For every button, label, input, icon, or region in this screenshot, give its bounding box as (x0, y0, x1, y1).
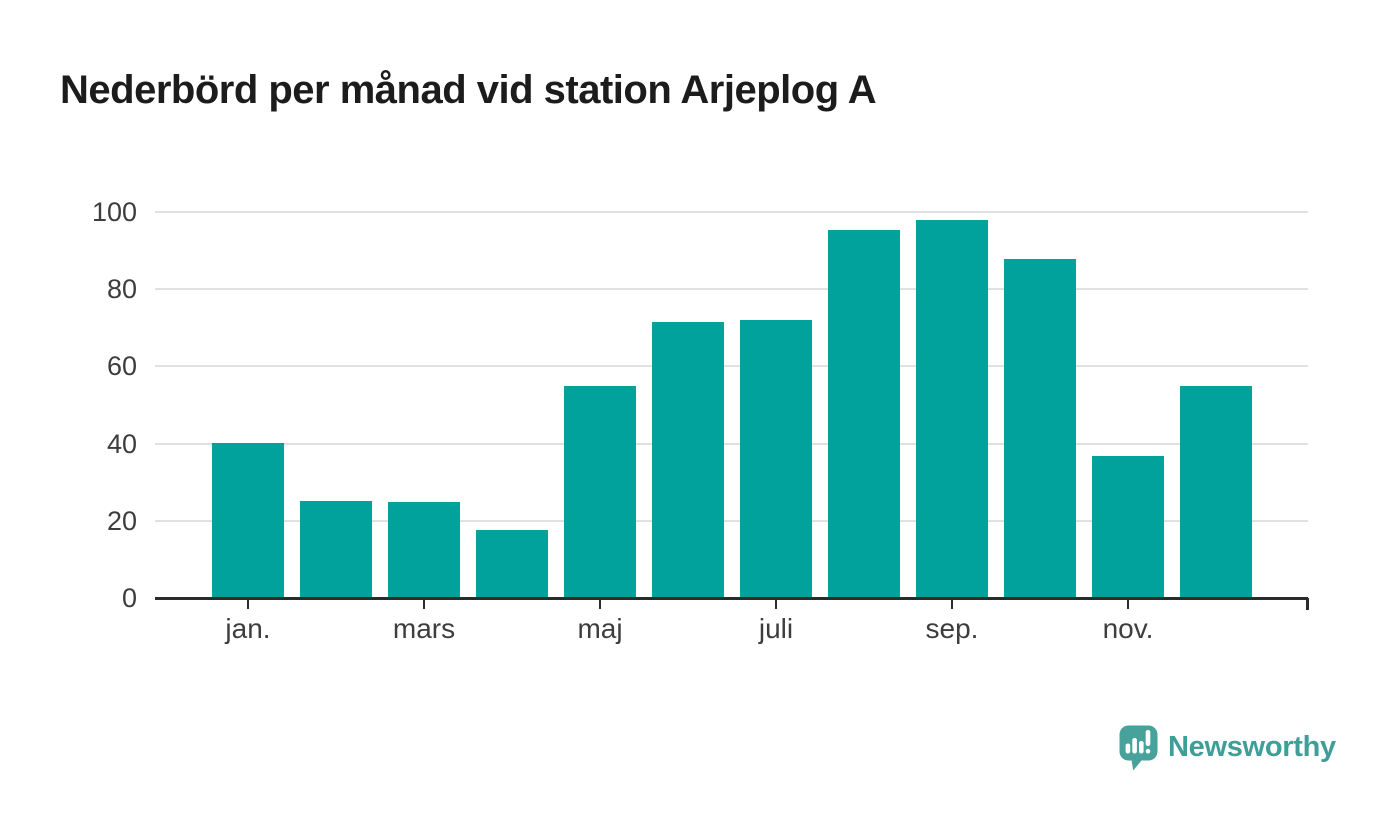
gridline (155, 211, 1308, 213)
gridline (155, 365, 1308, 368)
gridline (155, 288, 1308, 291)
x-tick (423, 600, 425, 609)
x-tick (951, 600, 953, 609)
x-tick (775, 600, 777, 609)
x-tick-label: mars (392, 613, 456, 644)
bar (475, 530, 549, 598)
bar (739, 319, 813, 598)
bar (1179, 386, 1253, 598)
bar (563, 386, 637, 598)
x-tick-label: juli (758, 613, 794, 644)
y-tick-label: 100 (91, 197, 137, 227)
y-tick-label: 60 (106, 351, 137, 382)
x-axis-line (155, 597, 1308, 600)
bar (1091, 456, 1165, 598)
bar (211, 442, 285, 598)
bar (827, 230, 901, 598)
bar (1003, 258, 1077, 598)
newsworthy-logo-label: Newsworthy (1168, 731, 1336, 763)
newsworthy-logo-icon (1119, 725, 1158, 771)
gridline (155, 519, 1308, 522)
y-tick-label: 20 (106, 505, 137, 536)
chart-title: Nederbörd per månad vid station Arjeplog… (60, 68, 877, 112)
x-tick (1127, 600, 1129, 609)
x-tick-label: sep. (925, 613, 979, 644)
y-tick-label: 80 (106, 274, 137, 305)
x-tick-label: maj (577, 613, 623, 644)
x-tick-label: jan. (225, 613, 271, 644)
newsworthy-logo: Newsworthy (1117, 724, 1336, 771)
bar-chart-plot: 0 20 40 60 80 100 jan. mars maj juli sep. nov. (92, 197, 1309, 644)
x-tick (599, 600, 601, 609)
bar (915, 220, 989, 598)
y-tick-label: 0 (121, 583, 137, 613)
bar (299, 501, 373, 598)
x-tick (247, 600, 249, 609)
x-axis-endcap (1306, 598, 1309, 610)
gridline (155, 442, 1308, 445)
x-tick-label: nov. (1102, 613, 1154, 644)
bar (387, 501, 461, 598)
bar (651, 322, 725, 598)
y-tick-label: 40 (106, 428, 137, 459)
